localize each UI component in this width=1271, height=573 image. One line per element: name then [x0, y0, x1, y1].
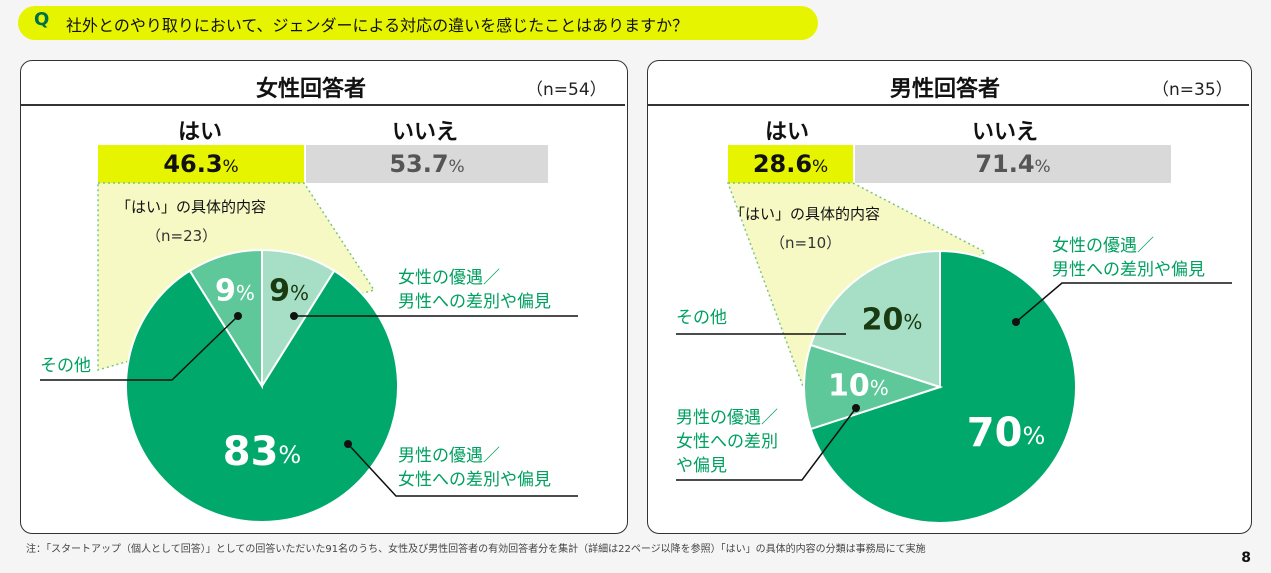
female-slice-unit-0: % [290, 280, 309, 304]
female-label-men-favored-line2: 女性への差別や偏見 [398, 470, 551, 490]
male-leader-dot-a [1012, 318, 1020, 326]
question-banner [18, 6, 818, 40]
female-label-women-favored-line2: 男性への差別や偏見 [398, 292, 551, 312]
male-panel-title: 男性回答者 [890, 77, 1001, 102]
male-label-women-favored-line2: 男性への差別や偏見 [1052, 260, 1205, 280]
female-slice-2 [188, 248, 263, 390]
question-text: 社外とのやり取りにおいて、ジェンダーによる対応の違いを感じたことはありますか？ [66, 16, 689, 35]
male-yes-label: はい [765, 120, 810, 145]
footnote: 注：「スタートアップ（個人として回答）」としての回答いただいた91名のうち、女性… [26, 544, 926, 555]
female-leader-dot-a [290, 312, 298, 320]
male-slice-label-2: 20% [862, 302, 923, 337]
male-slice-unit-1: % [870, 376, 889, 400]
female-slice-unit-1: % [278, 441, 301, 469]
male-label-women-favored-line1: 女性の優遇／ [1052, 236, 1154, 256]
male-leader-dot-b [852, 404, 860, 412]
male-label-men-favored-line2: 女性への差別 [676, 432, 778, 452]
female-label-women-favored: 女性の優遇／ 男性への差別や偏見 [398, 266, 551, 314]
female-label-men-favored: 男性の優遇／ 女性への差別や偏見 [398, 444, 551, 492]
female-no-pct-unit: % [448, 157, 465, 177]
page-number: 8 [1241, 550, 1251, 566]
male-breakdown-n: （n=10） [770, 234, 842, 252]
male-leader-b [676, 407, 857, 481]
male-no-pct-value: 71.4 [975, 150, 1035, 178]
female-leader-dot-b [344, 440, 352, 448]
male-pie: 70%10%20% [803, 249, 1077, 524]
male-yes-pct-value: 28.6 [752, 150, 813, 178]
male-label-other: その他 [676, 306, 727, 330]
female-slice-1 [125, 269, 399, 523]
female-yes-pct: 46.3% [98, 150, 304, 178]
female-pie: 9%83%9% [125, 248, 399, 523]
male-label-women-favored: 女性の優遇／ 男性への差別や偏見 [1052, 234, 1205, 282]
male-breakdown-title: 「はい」の具体的内容 [730, 205, 881, 223]
female-no-pct-value: 53.7 [389, 150, 449, 178]
female-yes-pct-unit: % [222, 157, 239, 177]
female-label-other-line1: その他 [40, 356, 91, 376]
female-slice-label-2: 9% [215, 273, 255, 308]
male-panel-divider [648, 104, 1249, 106]
female-label-men-favored-line1: 男性の優遇／ [398, 446, 500, 466]
female-slice-unit-2: % [236, 280, 255, 304]
female-label-other: その他 [40, 354, 91, 378]
male-no-bar [855, 145, 1171, 183]
female-panel-divider [21, 104, 625, 106]
male-panel-n: （n=35） [1152, 80, 1233, 100]
female-yes-pct-value: 46.3 [163, 150, 223, 178]
male-label-men-favored-line1: 男性の優遇／ [676, 408, 778, 428]
male-no-pct: 71.4% [855, 150, 1171, 178]
male-slice-2 [809, 249, 941, 389]
male-slice-unit-2: % [903, 309, 922, 333]
female-leader-dot-c [234, 312, 242, 320]
female-panel-n: （n=54） [526, 80, 607, 100]
male-label-men-favored: 男性の優遇／ 女性への差別 や偏見 [676, 406, 778, 478]
male-label-other-line1: その他 [676, 308, 727, 328]
male-no-label: いいえ [972, 120, 1039, 145]
male-no-pct-unit: % [1034, 157, 1051, 177]
male-leader-lines [676, 282, 1232, 481]
female-leader-lines [40, 315, 578, 497]
female-leader-b [347, 443, 578, 497]
question-mark: Q [34, 9, 50, 30]
male-yes-pct-unit: % [812, 157, 829, 177]
female-leader-c [40, 315, 239, 381]
female-label-women-favored-line1: 女性の優遇／ [398, 268, 500, 288]
male-slice-label-0: 70% [967, 410, 1045, 456]
male-yes-bar [728, 145, 853, 183]
male-slice-1 [803, 343, 944, 431]
female-breakdown-title: 「はい」の具体的内容 [116, 198, 267, 216]
male-yes-pct: 28.6% [728, 150, 853, 178]
female-panel-title: 女性回答者 [256, 77, 367, 102]
female-no-label: いいえ [392, 120, 459, 145]
male-leader-a [1015, 282, 1232, 323]
female-no-bar [306, 145, 548, 183]
female-breakdown-n: （n=23） [146, 227, 218, 245]
female-yes-bar [98, 145, 304, 183]
female-leader-dots [234, 312, 352, 448]
male-slice-0 [809, 249, 1077, 524]
female-yes-label: はい [178, 120, 223, 145]
male-label-men-favored-line3: や偏見 [676, 456, 727, 476]
female-no-pct: 53.7% [306, 150, 548, 178]
male-leader-dots [852, 318, 1020, 412]
male-slice-unit-0: % [1022, 422, 1045, 450]
